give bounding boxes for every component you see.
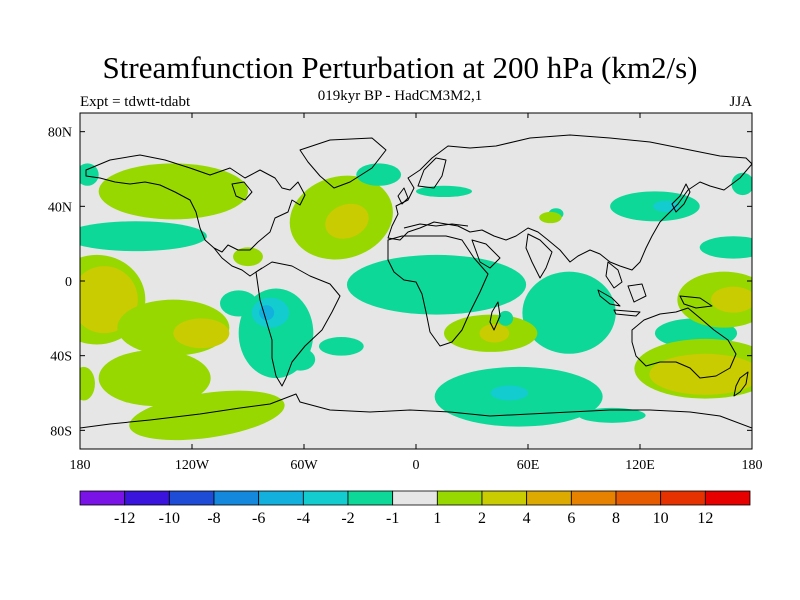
x-tick-label: 120W bbox=[175, 458, 210, 473]
negative-anomaly-region bbox=[356, 163, 402, 186]
x-tick-label: 0 bbox=[413, 458, 420, 473]
colorbar-label: -6 bbox=[252, 510, 265, 527]
colorbar-swatch bbox=[347, 490, 394, 506]
coastline-madagascar bbox=[489, 301, 501, 331]
positive-anomaly-region bbox=[325, 203, 369, 239]
colorbar-label: -10 bbox=[159, 510, 180, 527]
x-axis: 180 120W 60W 0 60E 120E 180 bbox=[70, 113, 763, 473]
coastline-eurasia bbox=[387, 134, 752, 271]
positive-anomaly-region bbox=[98, 350, 211, 407]
coastlines bbox=[80, 134, 752, 429]
coastline-japan bbox=[671, 183, 691, 213]
coastline-hudson-bay bbox=[231, 181, 253, 201]
coastline-new-guinea bbox=[679, 295, 713, 309]
colorbar-swatch bbox=[481, 490, 528, 506]
colorbar-swatch bbox=[436, 490, 483, 506]
y-tick-label: 80S bbox=[50, 424, 72, 439]
y-tick-label: 0 bbox=[65, 275, 72, 290]
positive-anomaly-region bbox=[80, 366, 95, 401]
y-tick-label: 80N bbox=[48, 126, 72, 141]
colorbar-swatch bbox=[660, 490, 706, 506]
coastline-borneo bbox=[627, 283, 647, 303]
negative-anomaly-region bbox=[80, 221, 207, 252]
chart-title: Streamfunction Perturbation at 200 hPa (… bbox=[102, 50, 698, 85]
coastline-sumatra bbox=[597, 289, 621, 307]
colorbar-label: -2 bbox=[341, 510, 354, 527]
x-tick-label: 60W bbox=[290, 458, 318, 473]
season-label: JJA bbox=[729, 94, 752, 110]
coastline-north-america bbox=[85, 154, 306, 253]
colorbar-label: 2 bbox=[478, 510, 486, 527]
colorbar-label: 12 bbox=[697, 510, 713, 527]
coastline-south-america bbox=[255, 261, 341, 387]
x-tick-label: 180 bbox=[742, 458, 763, 473]
colorbar-swatch bbox=[213, 490, 260, 506]
colorbar-swatch bbox=[302, 490, 349, 506]
colorbar-label: 8 bbox=[612, 510, 620, 527]
colorbar-label: 1 bbox=[433, 510, 441, 527]
colorbar-swatch bbox=[615, 490, 662, 506]
negative-anomaly-region bbox=[490, 385, 528, 401]
coastline-india bbox=[525, 233, 553, 279]
negative-anomaly-region bbox=[259, 305, 275, 321]
positive-anomaly-region bbox=[539, 211, 562, 224]
coastline-australia bbox=[631, 307, 737, 379]
negative-anomaly-region bbox=[346, 254, 527, 315]
colorbar-swatch bbox=[124, 490, 170, 506]
coastline-mediterranean bbox=[403, 223, 469, 229]
x-tick-label: 180 bbox=[70, 458, 91, 473]
positive-anomaly-region bbox=[710, 286, 752, 313]
colorbar-swatch bbox=[526, 490, 572, 506]
coastline-greenland bbox=[299, 137, 387, 189]
negative-anomaly-region bbox=[318, 337, 364, 356]
contour-fields bbox=[80, 163, 752, 441]
coastline-africa bbox=[387, 235, 489, 347]
negative-anomaly-region bbox=[80, 163, 99, 186]
colorbar-label: -12 bbox=[114, 510, 135, 527]
negative-anomaly-region bbox=[578, 407, 646, 423]
colorbar-label: -4 bbox=[297, 510, 310, 527]
positive-anomaly-region bbox=[173, 318, 230, 349]
negative-anomaly-region bbox=[416, 185, 472, 197]
x-tick-label: 120E bbox=[625, 458, 655, 473]
experiment-label: Expt = tdwtt-tdabt bbox=[80, 94, 191, 110]
colorbar-swatch bbox=[168, 490, 215, 506]
colorbar-swatch bbox=[79, 490, 126, 506]
colorbar-label: 6 bbox=[567, 510, 575, 527]
coastline-java bbox=[613, 309, 641, 317]
chart-subtitle: 019kyr BP - HadCM3M2,1 bbox=[317, 88, 483, 104]
positive-anomaly-region bbox=[233, 247, 263, 267]
positive-anomaly-region bbox=[649, 353, 752, 395]
positive-anomaly-region bbox=[129, 390, 285, 441]
x-tick-label: 60E bbox=[517, 458, 540, 473]
colorbar-label: 10 bbox=[653, 510, 669, 527]
y-tick-label: 40S bbox=[50, 350, 72, 365]
coastline-se-asia bbox=[605, 261, 623, 289]
negative-anomaly-region bbox=[699, 236, 752, 259]
coastline-arabia bbox=[471, 239, 501, 269]
colorbar-label: -1 bbox=[386, 510, 399, 527]
colorbar-swatch bbox=[258, 490, 304, 506]
colorbar-label: -8 bbox=[207, 510, 220, 527]
coastline-scandinavia bbox=[417, 157, 447, 189]
negative-anomaly-region bbox=[498, 310, 514, 326]
colorbar-swatch bbox=[392, 490, 438, 506]
y-axis: 80N 40N 0 40S 80S bbox=[48, 126, 752, 439]
coastline-new-zealand bbox=[733, 371, 749, 397]
colorbar: -12 -10 -8 -6 -4 -2 -1 1 2 4 6 8 10 12 bbox=[79, 490, 751, 527]
negative-anomaly-region bbox=[285, 348, 316, 371]
coastline-antarctica bbox=[80, 393, 752, 429]
coastline-british-isles bbox=[397, 187, 409, 205]
colorbar-swatch bbox=[704, 490, 751, 506]
positive-anomaly-region bbox=[479, 323, 510, 343]
negative-anomaly-region bbox=[731, 172, 752, 196]
y-tick-label: 40N bbox=[48, 200, 72, 215]
colorbar-swatch bbox=[570, 490, 617, 506]
negative-anomaly-region bbox=[522, 271, 616, 354]
colorbar-label: 4 bbox=[523, 510, 531, 527]
